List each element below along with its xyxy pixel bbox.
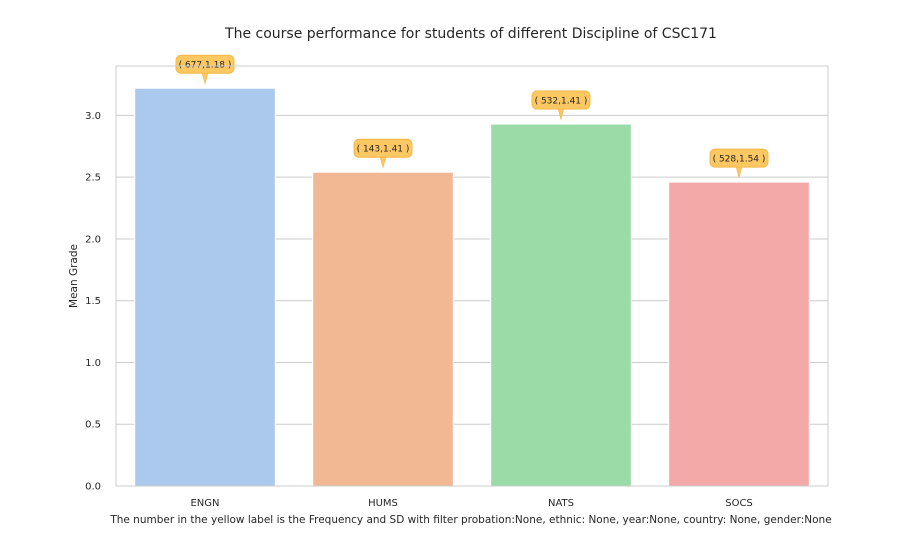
y-tick-label: 2.5 [85,173,101,184]
annotation-box [175,54,235,74]
y-tick-label: 1.5 [85,296,101,307]
x-tick-label: ENGN [190,498,219,509]
chart-title: The course performance for students of d… [224,26,717,42]
y-tick-label: 1.0 [85,358,101,369]
chart-caption: The number in the yellow label is the Fr… [109,514,831,526]
annotation-label: ( 532,1.41 ) [535,97,588,107]
x-tick-label: NATS [548,498,574,509]
y-tick-label: 0.5 [85,420,101,431]
y-tick-label: 0.0 [85,482,101,493]
annotation-label: ( 528,1.54 ) [713,155,766,165]
annotation-box [353,138,413,158]
x-tick-label: HUMS [368,498,398,509]
bar-engn [134,87,276,487]
annotation-pointer [735,165,743,179]
y-tick-label: 3.0 [85,111,101,122]
x-tick-layer: ENGN HUMS NATS SOCS [190,498,752,509]
annotation-layer: ( 677,1.18 )( 143,1.41 )( 532,1.41 )( 52… [175,54,769,179]
annotation-label: ( 143,1.41 ) [357,145,410,155]
x-tick-label: SOCS [725,498,753,509]
annotation-box [531,90,591,110]
annotation-pointer [201,71,209,85]
bar-nats [490,123,632,487]
bar-hums [312,171,454,487]
y-axis-label: Mean Grade [68,244,80,308]
annotation-pointer [557,107,565,121]
annotation-pointer [379,155,387,169]
plot-frame [115,65,829,487]
bar-socs [668,181,810,487]
y-tick-label: 2.0 [85,234,101,245]
y-tick-layer: 0.0 0.5 1.0 1.5 2.0 2.5 3.0 [85,111,101,493]
bar-layer [134,87,810,487]
annotation-box [709,148,769,168]
